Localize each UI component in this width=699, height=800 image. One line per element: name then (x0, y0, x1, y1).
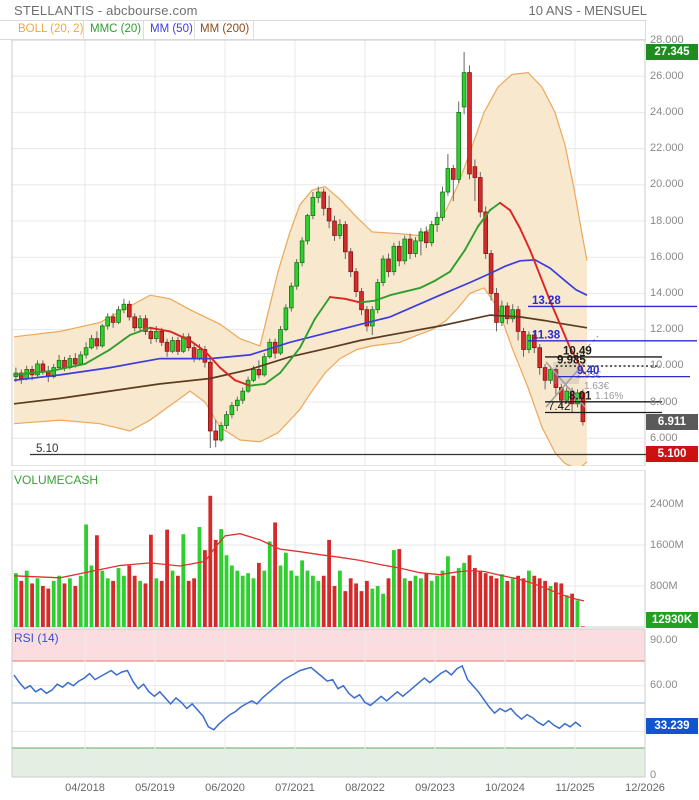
legend-mm200: MM (200) (200, 23, 250, 35)
volume-chart-canvas[interactable] (0, 470, 699, 628)
svg-text:1.16%: 1.16% (595, 391, 623, 402)
rsi-bands (12, 629, 645, 777)
price-tick: 18.000 (650, 214, 684, 227)
time-tick: 09/2023 (415, 782, 455, 794)
rsi-panel-border (11, 628, 646, 778)
volume-bars (14, 495, 585, 627)
price-tick: 6.000 (650, 431, 678, 444)
svg-text:13.28: 13.28 (532, 295, 561, 307)
price-tick: 14.000 (650, 286, 684, 299)
time-tick: 11/2025 (555, 782, 595, 794)
rsi-chart-canvas[interactable] (0, 628, 699, 778)
page-title: STELLANTIS - abcbourse.com (14, 3, 198, 18)
legend-boll: BOLL (20, 2) (18, 23, 84, 35)
svg-text:10.49: 10.49 (563, 345, 592, 357)
legend-separator (194, 21, 195, 39)
legend-separator (83, 21, 84, 39)
svg-text:2.93€: 2.93€ (576, 370, 601, 381)
price-badge: 6.911 (646, 413, 698, 430)
rsi-line (13, 664, 582, 731)
rsi-zero-tick: 0 (650, 768, 657, 781)
time-tick: 07/2021 (275, 782, 315, 794)
time-tick: 04/2018 (65, 782, 105, 794)
candles (13, 51, 586, 449)
volume-tick: 1600M (650, 538, 684, 551)
svg-text:8.01: 8.01 (569, 390, 592, 402)
legend-separator (645, 21, 646, 39)
volume-panel-label: VOLUMECASH (14, 473, 99, 487)
svg-text:9.40: 9.40 (577, 365, 599, 377)
price-tick: 10.000 (650, 359, 684, 372)
bollinger-band (13, 71, 588, 466)
measure-tool-overlay: 2.93€1.63€1.16% (545, 335, 623, 408)
svg-text:11.38: 11.38 (532, 329, 561, 341)
legend-separator (253, 21, 254, 39)
time-tick: 05/2019 (135, 782, 175, 794)
price-badge: 27.345 (646, 43, 698, 60)
svg-text:7.42: 7.42 (548, 401, 570, 413)
mm200-line (13, 314, 588, 405)
rsi-panel-label: RSI (14) (14, 631, 59, 645)
price-tick: 24.000 (650, 105, 684, 118)
time-tick: 08/2022 (345, 782, 385, 794)
legend-bar: BOLL (20, 2) MMC (20) MM (50) MM (200) (0, 20, 646, 40)
svg-text:1.63€: 1.63€ (584, 381, 609, 392)
price-tick: 8.000 (650, 395, 678, 408)
price-tick: 12.000 (650, 323, 684, 336)
volume-tick: 2400M (650, 497, 684, 510)
legend-separator (143, 21, 144, 39)
period-label: 10 ANS - MENSUEL (528, 3, 648, 18)
volume-badge: 12930K (646, 612, 698, 628)
price-panel-border (11, 40, 646, 466)
price-tick: 20.000 (650, 178, 684, 191)
mm50-line (13, 259, 588, 382)
svg-text:9.985: 9.985 (557, 355, 586, 367)
rsi-tick: 90.00 (650, 633, 678, 646)
time-tick: 06/2020 (205, 782, 245, 794)
price-badge: 5.100 (646, 446, 698, 463)
svg-text:5.10: 5.10 (36, 443, 58, 455)
price-tick: 26.000 (650, 69, 684, 82)
mmc20-line (13, 201, 585, 387)
legend-mm50: MM (50) (150, 23, 193, 35)
price-tick: 16.000 (650, 250, 684, 263)
legend-mmc20: MMC (20) (90, 23, 142, 35)
price-tick: 22.000 (650, 142, 684, 155)
time-tick: 12/2026 (625, 782, 665, 794)
time-tick: 10/2024 (485, 782, 525, 794)
rsi-badge: 33.239 (646, 718, 698, 735)
rsi-tick: 60.00 (650, 679, 678, 692)
volume-ma-line (13, 533, 585, 602)
volume-tick: 800M (650, 579, 678, 592)
price-tick: 28.000 (650, 33, 684, 46)
